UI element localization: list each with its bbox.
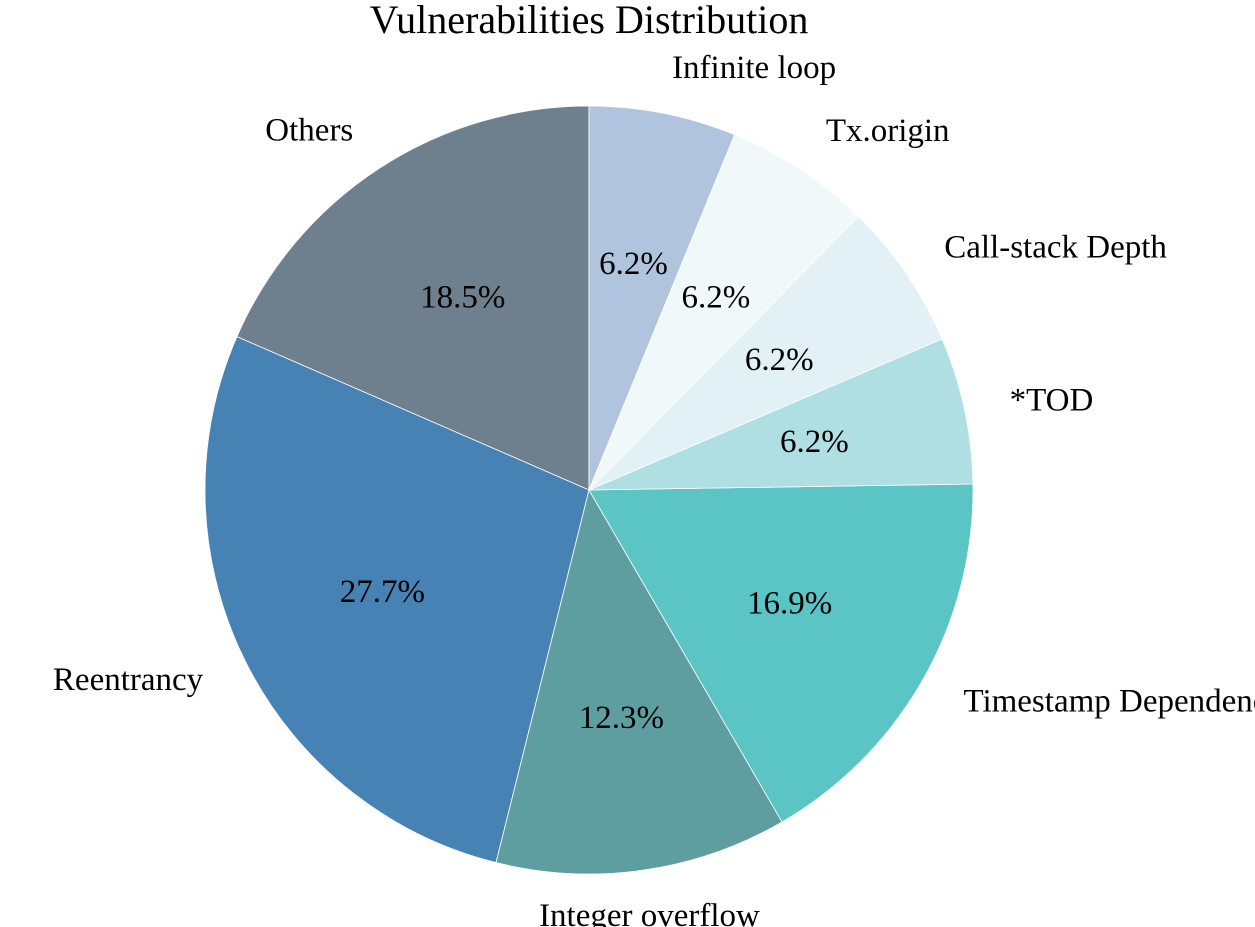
pie-slice-tod bbox=[588, 338, 974, 491]
category-label-integer-overflow: Integer overflow bbox=[539, 898, 760, 927]
pct-label-reentrancy: 27.7% bbox=[340, 574, 425, 610]
pct-label-tod: 6.2% bbox=[780, 424, 849, 460]
category-label-reentrancy: Reentrancy bbox=[53, 662, 204, 698]
pie-slice-infinite-loop bbox=[588, 105, 736, 491]
pie-slice-tx-origin bbox=[588, 134, 859, 491]
category-label-infinite-loop: Infinite loop bbox=[672, 50, 836, 86]
pct-label-tx-origin: 6.2% bbox=[682, 280, 751, 316]
pct-label-infinite-loop: 6.2% bbox=[599, 246, 668, 282]
category-label-others: Others bbox=[265, 112, 353, 148]
pie-slice-reentrancy bbox=[204, 336, 590, 864]
category-label-timestamp-dependency: Timestamp Dependency bbox=[963, 684, 1255, 720]
pie-slice-integer-overflow bbox=[495, 488, 783, 875]
pct-label-integer-overflow: 12.3% bbox=[579, 700, 664, 736]
pie-slice-timestamp-dependency bbox=[588, 483, 974, 823]
pie-slice-others bbox=[236, 105, 590, 491]
pct-label-timestamp-dependency: 16.9% bbox=[747, 585, 832, 621]
chart-title: Vulnerabilities Distribution bbox=[370, 0, 809, 42]
pie-slices bbox=[204, 105, 974, 875]
percentage-labels: 18.5% 27.7% 12.3% 16.9% 6.2% 6.2% 6.2% 6.2% bbox=[340, 246, 849, 736]
category-label-tx-origin: Tx.origin bbox=[826, 113, 950, 149]
category-label-call-stack-depth: Call-stack Depth bbox=[944, 230, 1167, 266]
category-labels: Others Reentrancy Integer overflow Timestam… bbox=[53, 50, 1255, 927]
category-label-tod: *TOD bbox=[1010, 382, 1094, 418]
pct-label-others: 18.5% bbox=[420, 279, 505, 315]
pct-label-call-stack-depth: 6.2% bbox=[745, 342, 814, 378]
pie-slice-call-stack-depth bbox=[588, 215, 943, 491]
